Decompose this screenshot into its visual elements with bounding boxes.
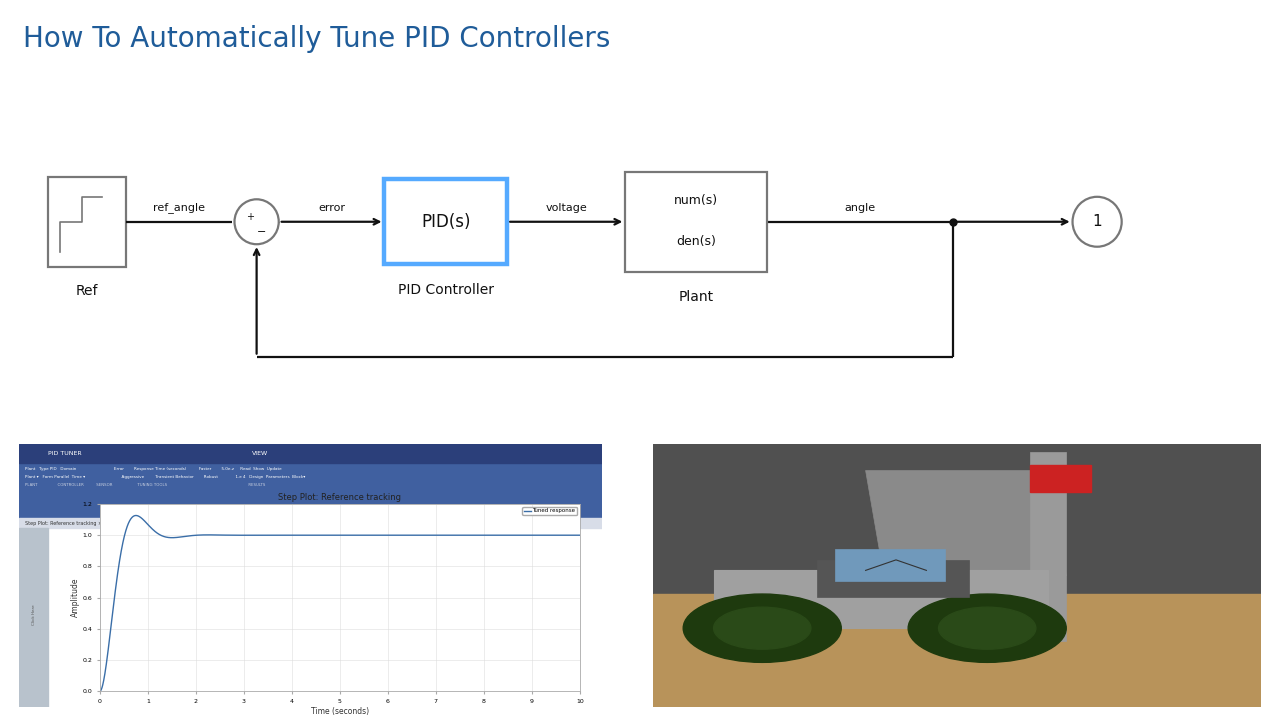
Circle shape	[714, 607, 812, 649]
Text: den(s): den(s)	[676, 235, 716, 248]
Circle shape	[909, 594, 1066, 662]
Bar	[1029, 452, 1066, 642]
Bar	[384, 179, 507, 264]
Text: PID Controller: PID Controller	[398, 283, 494, 297]
Text: PID(s): PID(s)	[421, 213, 471, 230]
X-axis label: Time (seconds): Time (seconds)	[311, 706, 369, 716]
Legend: Tuned response: Tuned response	[522, 507, 577, 515]
Text: ref_angle: ref_angle	[154, 202, 205, 213]
Text: +: +	[246, 212, 253, 222]
Text: Ref: Ref	[76, 284, 99, 298]
Text: error: error	[317, 203, 346, 213]
Bar	[625, 172, 767, 271]
Bar	[835, 549, 945, 581]
Text: Plant   Type PID   Domain                              Error        Response Tim: Plant Type PID Domain Error Response Tim	[26, 467, 282, 471]
Text: 1: 1	[1092, 215, 1102, 229]
Text: Plant ▾   Form Parallel  Time ▾                             Aggressive         T: Plant ▾ Form Parallel Time ▾ Aggressive …	[26, 475, 306, 479]
Bar	[653, 594, 1261, 707]
Bar	[47, 177, 127, 266]
Bar	[19, 518, 602, 528]
Y-axis label: Amplitude: Amplitude	[70, 578, 79, 617]
Text: VIEW: VIEW	[252, 451, 269, 456]
Bar	[653, 444, 1261, 607]
Bar	[1029, 465, 1091, 492]
Polygon shape	[865, 471, 1066, 576]
Text: PID TUNER: PID TUNER	[49, 451, 82, 456]
Text: How To Automatically Tune PID Controllers: How To Automatically Tune PID Controller…	[23, 25, 611, 53]
Text: Click Here: Click Here	[32, 605, 36, 626]
Bar	[714, 570, 1048, 628]
Text: angle: angle	[845, 203, 876, 213]
Title: Step Plot: Reference tracking: Step Plot: Reference tracking	[278, 492, 402, 502]
Bar	[19, 528, 49, 707]
Text: Step Plot: Reference tracking ×: Step Plot: Reference tracking ×	[26, 521, 102, 526]
Text: −: −	[257, 227, 266, 237]
Circle shape	[684, 594, 841, 662]
Circle shape	[1073, 197, 1121, 247]
Text: Plant: Plant	[678, 290, 713, 305]
Circle shape	[938, 607, 1036, 649]
Circle shape	[234, 199, 279, 244]
Bar	[817, 560, 969, 597]
Bar	[19, 463, 602, 518]
Text: voltage: voltage	[545, 203, 588, 213]
Text: num(s): num(s)	[673, 194, 718, 207]
Text: PLANT                CONTROLLER          SENSOR                    TUNING TOOLS : PLANT CONTROLLER SENSOR TUNING TOOLS	[26, 483, 265, 487]
Bar	[19, 444, 602, 463]
